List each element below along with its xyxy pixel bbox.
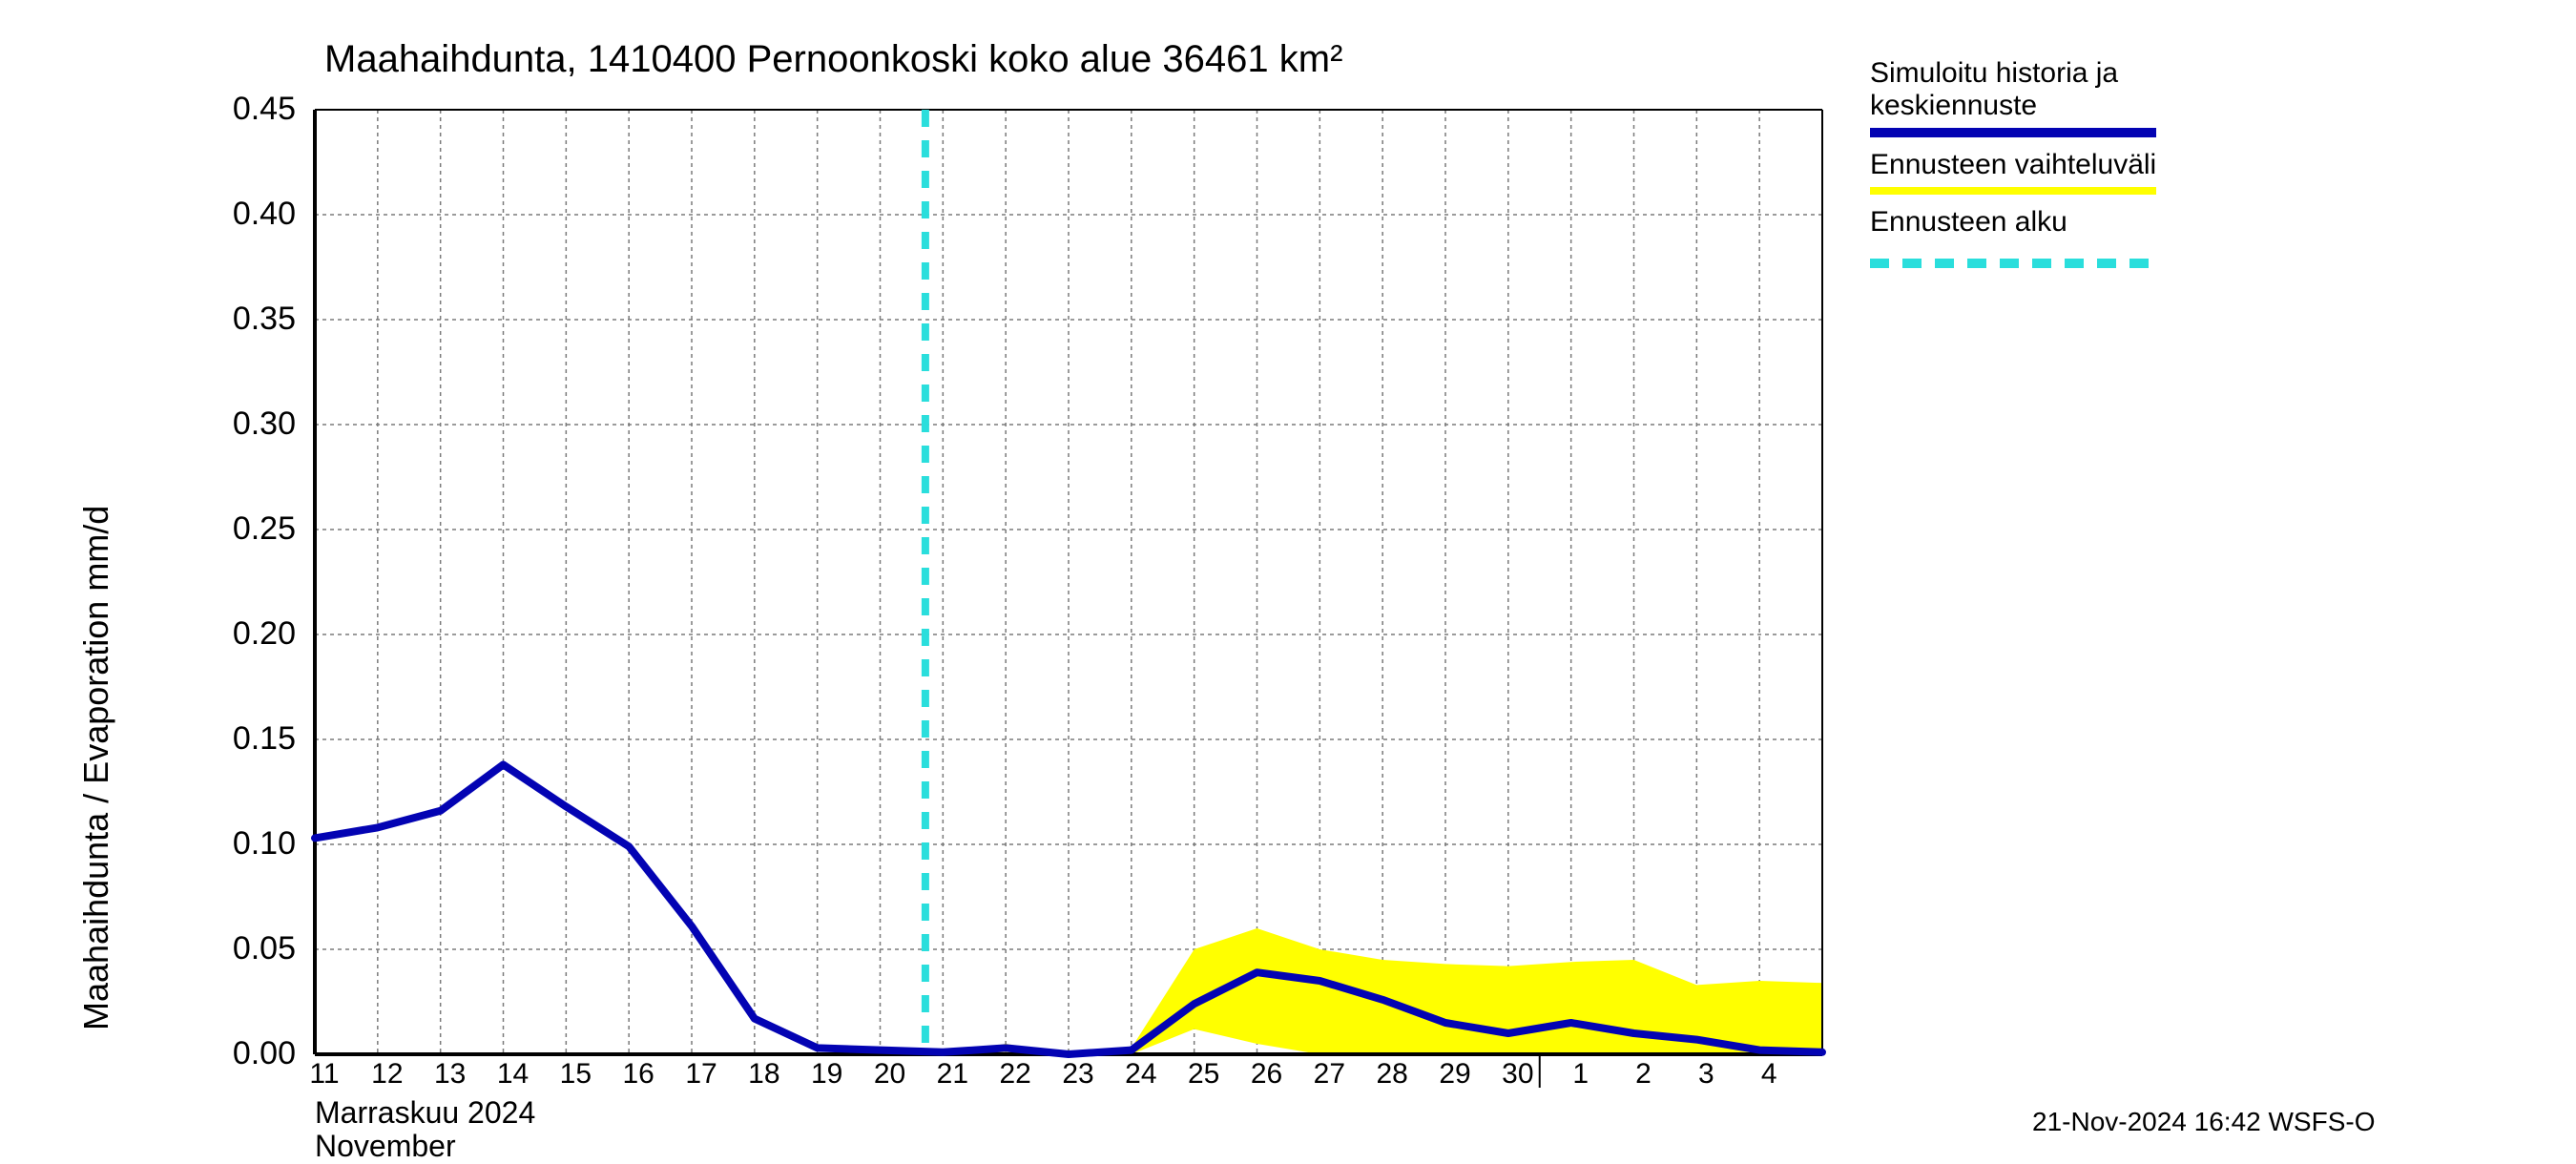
legend-swatch bbox=[1870, 128, 2156, 137]
legend-item: Ennusteen vaihteluväli bbox=[1870, 149, 2156, 195]
legend-label: Ennusteen vaihteluväli bbox=[1870, 149, 2156, 181]
legend-label: keskiennuste bbox=[1870, 90, 2156, 122]
legend: Simuloitu historia jakeskiennuste Ennuste… bbox=[1870, 57, 2156, 288]
legend-label: Simuloitu historia ja bbox=[1870, 57, 2156, 90]
plot-area bbox=[0, 0, 2576, 1145]
legend-label: Ennusteen alku bbox=[1870, 206, 2156, 239]
legend-swatch bbox=[1870, 187, 2156, 195]
chart-canvas: Maahaihdunta, 1410400 Pernoonkoski koko … bbox=[0, 0, 2576, 1145]
legend-item: Ennusteen alku bbox=[1870, 206, 2156, 277]
legend-swatch bbox=[1870, 244, 2156, 277]
legend-item: Simuloitu historia jakeskiennuste bbox=[1870, 57, 2156, 137]
